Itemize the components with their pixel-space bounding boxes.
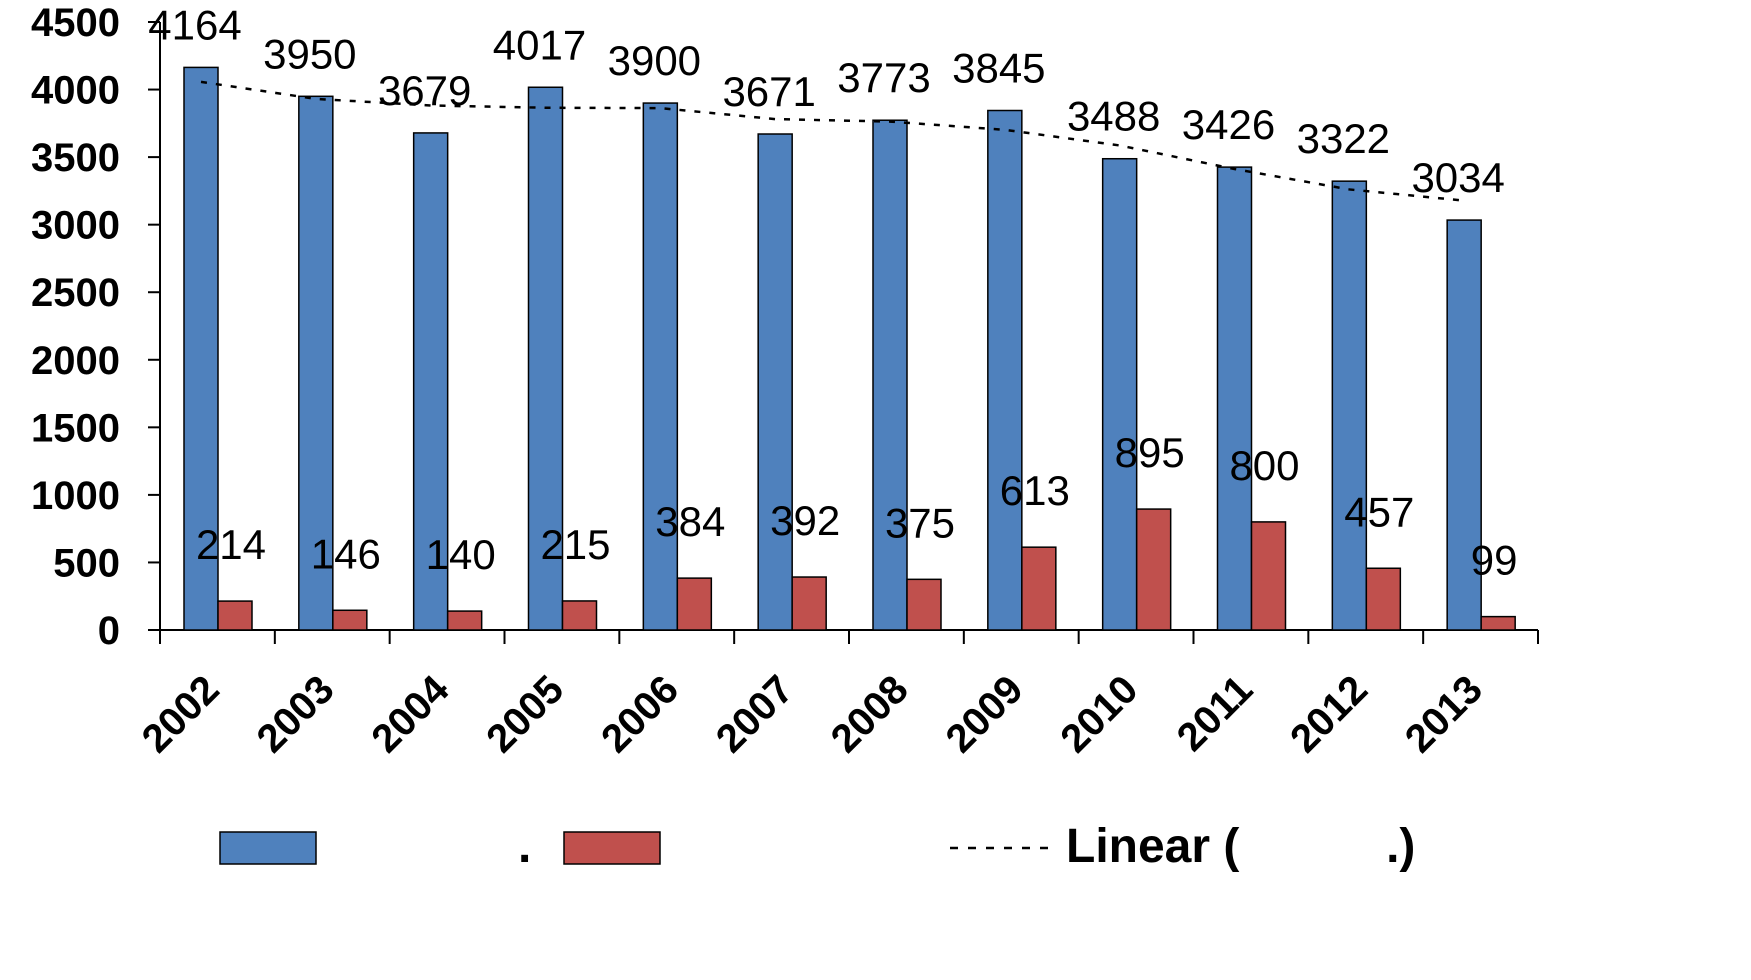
bar [642, 102, 679, 631]
data-label: 3900 [608, 37, 701, 84]
bar [1101, 157, 1138, 631]
bar [1021, 546, 1057, 631]
y-tick-label: 4000 [31, 69, 120, 113]
y-tick-label: 2000 [31, 339, 120, 383]
trendline-path [200, 80, 1465, 202]
bar [676, 577, 713, 631]
bar [412, 132, 449, 631]
data-label: 457 [1344, 488, 1414, 535]
bar [183, 66, 219, 631]
x-tick-label: 2002 [134, 667, 228, 761]
data-label: 3488 [1067, 93, 1160, 140]
y-tick-label: 1000 [31, 474, 120, 518]
bar [1135, 508, 1172, 631]
bar [872, 119, 908, 631]
bar [757, 133, 793, 631]
data-label: 3679 [378, 67, 471, 114]
y-tick-label: 500 [53, 541, 120, 585]
bar [1250, 521, 1287, 631]
bar [987, 109, 1023, 631]
y-tick-label: 1500 [31, 406, 120, 450]
legend-label-series-2-prefix: . [518, 820, 531, 873]
y-axis: 0 500 1000 1500 2000 2500 3000 3500 4000 4500 [31, 1, 161, 653]
data-label: 895 [1115, 429, 1185, 476]
bar [561, 600, 598, 631]
x-tick-label: 2006 [593, 667, 687, 761]
data-label: 392 [770, 497, 840, 544]
data-label: 3322 [1297, 115, 1390, 162]
legend: . Linear ( .) [219, 820, 1415, 873]
data-label: 613 [1000, 467, 1070, 514]
x-tick-label: 2008 [823, 667, 917, 761]
data-label: 146 [311, 530, 381, 577]
y-tick-label: 0 [98, 609, 120, 653]
x-axis: 2002 2003 2004 2005 2006 2007 2008 2009 2010 2011… [134, 629, 1539, 762]
bar [298, 95, 334, 631]
bar [1446, 219, 1482, 631]
data-label: 3671 [722, 68, 815, 115]
legend-swatch-series-2 [563, 831, 661, 865]
bar [1331, 180, 1368, 631]
bars [183, 66, 1516, 631]
data-label: 4017 [493, 21, 586, 68]
data-label: 3034 [1411, 154, 1504, 201]
bar [446, 610, 483, 631]
bar [1216, 166, 1253, 631]
x-tick-label: 2003 [249, 667, 343, 761]
data-label: 4164 [148, 1, 241, 48]
data-label: 3426 [1182, 101, 1275, 148]
y-tick-label: 2500 [31, 271, 120, 315]
legend-swatch-series-1 [219, 831, 317, 865]
x-tick-label: 2009 [938, 667, 1032, 761]
x-tick-label: 2007 [708, 667, 802, 761]
bar [527, 86, 564, 631]
data-labels: 4164 3950 3679 4017 3900 3671 3773 3845 3488 3426… [148, 1, 1517, 583]
y-tick-label: 3000 [31, 204, 120, 248]
bar [217, 600, 253, 631]
x-tick-label: 2013 [1397, 667, 1491, 761]
data-label: 384 [655, 498, 725, 545]
bar [1365, 567, 1402, 631]
x-tick-label: 2004 [363, 667, 458, 762]
bar [906, 578, 942, 631]
data-label: 140 [426, 531, 496, 578]
data-label: 214 [196, 521, 266, 568]
data-label: 3950 [263, 30, 356, 77]
legend-label-trendline: Linear ( .) [1066, 820, 1415, 873]
trendline [200, 80, 1465, 202]
data-label: 800 [1229, 442, 1299, 489]
bar [791, 576, 827, 631]
y-tick-label: 4500 [31, 1, 120, 45]
bar [1480, 615, 1516, 631]
x-tick-label: 2012 [1282, 667, 1376, 761]
x-tick-label: 2010 [1052, 667, 1146, 761]
data-label: 3845 [952, 44, 1045, 91]
y-tick-label: 3500 [31, 136, 120, 180]
data-label: 375 [885, 499, 955, 546]
x-tick-label: 2011 [1169, 667, 1261, 759]
data-label: 3773 [837, 54, 930, 101]
x-tick-label: 2005 [478, 667, 572, 761]
data-label: 215 [540, 521, 610, 568]
bar [332, 609, 368, 631]
data-label: 99 [1471, 537, 1518, 584]
